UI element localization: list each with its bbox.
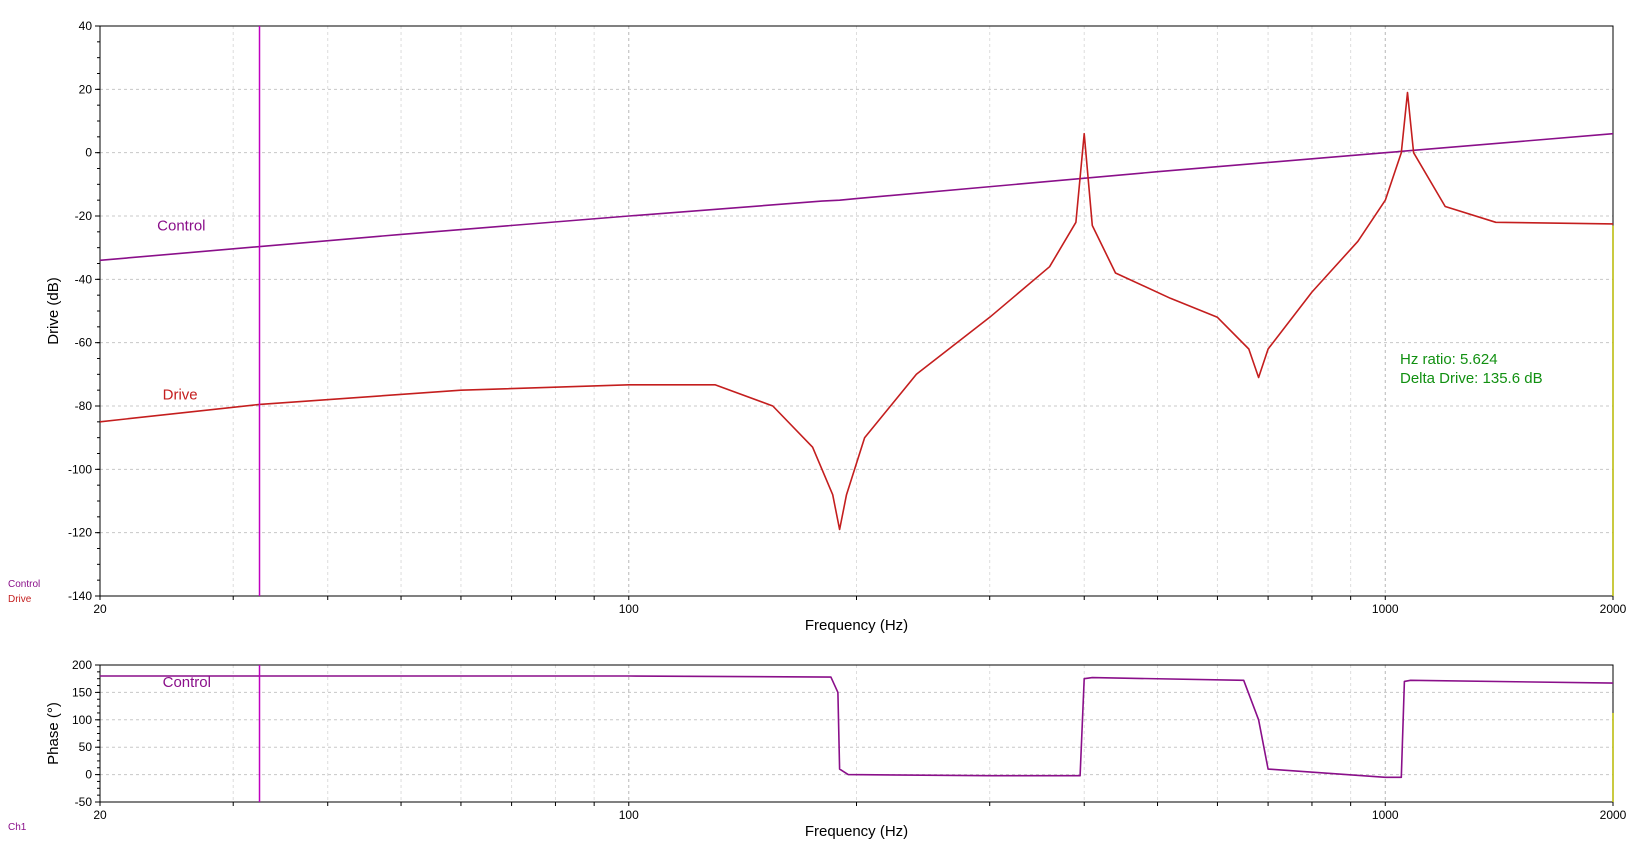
series-control-line [99, 132, 1614, 262]
y-tick-label: 40 [79, 19, 93, 33]
drive-y-ticks: 40 20 0 -20 -40 -60 -80 -100 -120 -140 [68, 19, 100, 603]
drive-series [99, 91, 1614, 531]
y-tick-label: -40 [75, 272, 93, 286]
hz-ratio-readout: Hz ratio: 5.624 [1400, 351, 1498, 368]
x-tick-label: 100 [619, 602, 639, 616]
y-tick-label: 50 [79, 740, 93, 754]
legend-drive: Drive [8, 594, 32, 605]
y-tick-label: 100 [72, 713, 92, 727]
y-tick-label: -120 [68, 526, 92, 540]
phase-series [100, 675, 1614, 779]
drive-grid [100, 26, 1613, 596]
x-tick-label: 1000 [1372, 808, 1399, 822]
series-drive-label: Drive [163, 387, 198, 404]
phase-y-ticks: 200 150 100 50 0 -50 [72, 658, 100, 809]
y-tick-label: 200 [72, 658, 92, 672]
drive-x-ticks: 20 100 1000 2000 [93, 596, 1627, 616]
y-tick-label: 150 [72, 685, 92, 699]
x-tick-label: 20 [93, 602, 107, 616]
phase-chart: 200 150 100 50 0 -50 20 100 1000 2000 Control Fr… [8, 658, 1627, 840]
y-tick-label: 20 [79, 82, 93, 96]
drive-trace-labels: Control Drive [157, 217, 205, 403]
phase-x-axis-label: Frequency (Hz) [805, 823, 908, 840]
y-tick-label: -50 [75, 795, 93, 809]
phase-trace-labels: Control [163, 674, 211, 691]
x-tick-label: 20 [93, 808, 107, 822]
drive-x-axis-label: Frequency (Hz) [805, 617, 908, 634]
series-control-line [100, 675, 1614, 779]
phase-grid [100, 665, 1613, 802]
y-tick-label: 0 [85, 768, 92, 782]
y-tick-label: -100 [68, 462, 92, 476]
x-tick-label: 2000 [1600, 808, 1627, 822]
y-tick-label: 0 [85, 146, 92, 160]
x-tick-label: 1000 [1372, 602, 1399, 616]
legend-control: Control [8, 579, 40, 590]
phase-x-ticks: 20 100 1000 2000 [93, 802, 1627, 822]
y-tick-label: -80 [75, 399, 93, 413]
x-tick-label: 2000 [1600, 602, 1627, 616]
y-tick-label: -140 [68, 589, 92, 603]
legend-ch1: Ch1 [8, 822, 27, 833]
series-control-label: Control [163, 674, 211, 691]
y-tick-label: -20 [75, 209, 93, 223]
delta-drive-readout: Delta Drive: 135.6 dB [1400, 370, 1543, 387]
x-tick-label: 100 [619, 808, 639, 822]
series-control-label: Control [157, 217, 205, 234]
series-drive-line [99, 91, 1614, 531]
y-tick-label: -60 [75, 336, 93, 350]
phase-y-axis-label: Phase (°) [45, 702, 62, 765]
drive-y-axis-label: Drive (dB) [45, 277, 62, 345]
